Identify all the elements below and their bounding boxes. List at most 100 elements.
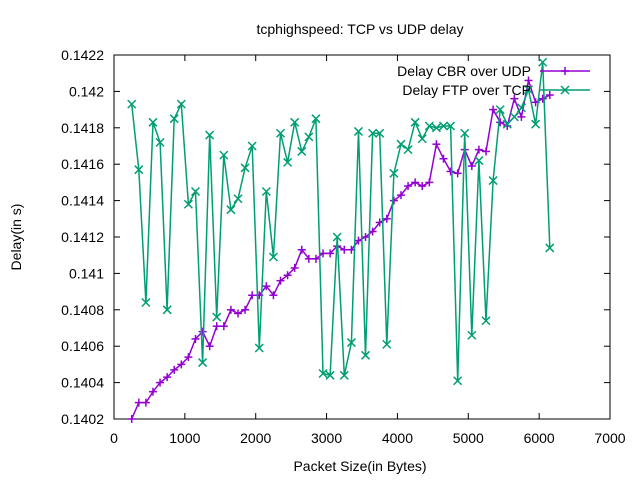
legend-label: Delay FTP over TCP [402,82,531,98]
data-point [276,276,285,285]
data-point [148,117,158,127]
data-point [432,140,441,149]
data-point [212,322,221,331]
data-point [340,245,349,254]
y-tick-label: 0.141 [69,265,104,281]
y-tick-label: 0.1408 [61,302,104,318]
y-tick-label: 0.1422 [61,47,104,63]
data-point [304,132,314,142]
x-tick-label: 3000 [311,430,342,446]
data-point [510,94,519,103]
series-line [130,62,551,381]
data-point [517,112,526,121]
data-point [155,137,165,147]
data-point [297,245,306,254]
data-point [254,343,264,353]
data-point [162,305,172,315]
data-point [446,121,456,131]
data-point [226,205,236,215]
x-tick-label: 5000 [453,430,484,446]
data-point [460,128,470,138]
data-point [176,99,186,109]
data-point [410,117,420,127]
data-point [205,130,215,140]
data-point [467,162,476,171]
data-point [304,254,313,263]
data-point [425,178,434,187]
data-point [403,145,413,155]
data-point [368,128,378,138]
y-tick-label: 0.1404 [61,375,104,391]
data-point [262,282,271,291]
y-tick-label: 0.142 [69,83,104,99]
chart-title: tcphighspeed: TCP vs UDP delay [256,21,463,37]
data-point [389,196,398,205]
data-point [212,312,222,322]
data-point [417,134,427,144]
data-point [411,178,420,187]
data-point [339,370,349,380]
data-point [396,139,406,149]
data-point [389,168,399,178]
data-point [375,128,385,138]
data-point [241,305,250,314]
x-tick-label: 0 [110,430,118,446]
data-point [431,123,441,133]
data-point [134,165,144,175]
plot-area [127,57,555,423]
legend-label: Delay CBR over UDP [397,63,531,79]
x-tick-label: 4000 [382,430,413,446]
data-point [489,105,498,114]
data-point [361,350,371,360]
data-point [318,368,328,379]
data-point [496,118,505,127]
data-point [234,309,242,318]
data-point [474,145,483,154]
data-point [418,182,427,191]
data-point [474,156,484,166]
data-point [332,232,342,242]
data-point [325,370,335,380]
data-point [545,243,555,253]
data-point [482,147,490,156]
data-point [353,126,363,136]
series-2 [127,57,555,386]
axes: 0 1000 2000 3000 4000 5000 6000 7000 0.1402 0.140… [61,47,626,446]
data-point [169,114,179,124]
data-point [354,236,363,245]
y-tick-label: 0.1418 [61,120,104,136]
data-point [190,186,201,197]
data-point [141,297,151,308]
data-point [247,141,257,151]
data-point [502,119,512,129]
data-point [275,128,286,138]
data-point [495,105,505,115]
data-point [290,263,299,272]
data-point [326,249,335,258]
y-tick-label: 0.1402 [61,411,104,427]
data-point [283,157,293,167]
data-point [439,154,448,163]
data-point [191,334,200,343]
x-axis-label: Packet Size(in Bytes) [293,458,426,474]
data-point [156,378,165,387]
x-tick-label: 2000 [240,430,271,446]
data-point [269,291,278,300]
data-point [488,176,498,186]
data-point [219,322,228,331]
data-point [240,163,250,173]
legend: Delay CBR over UDP Delay FTP over TCP [397,63,590,98]
data-point [205,342,214,351]
data-point [261,186,271,197]
data-point [531,119,541,129]
data-point [268,252,278,262]
data-point [346,338,356,348]
data-point [184,353,193,362]
x-tick-label: 7000 [594,430,625,446]
data-point [516,103,526,113]
y-tick-label: 0.1412 [61,229,104,245]
data-point [481,316,491,326]
data-point [453,376,463,386]
data-point [127,99,137,109]
data-point [248,291,257,300]
